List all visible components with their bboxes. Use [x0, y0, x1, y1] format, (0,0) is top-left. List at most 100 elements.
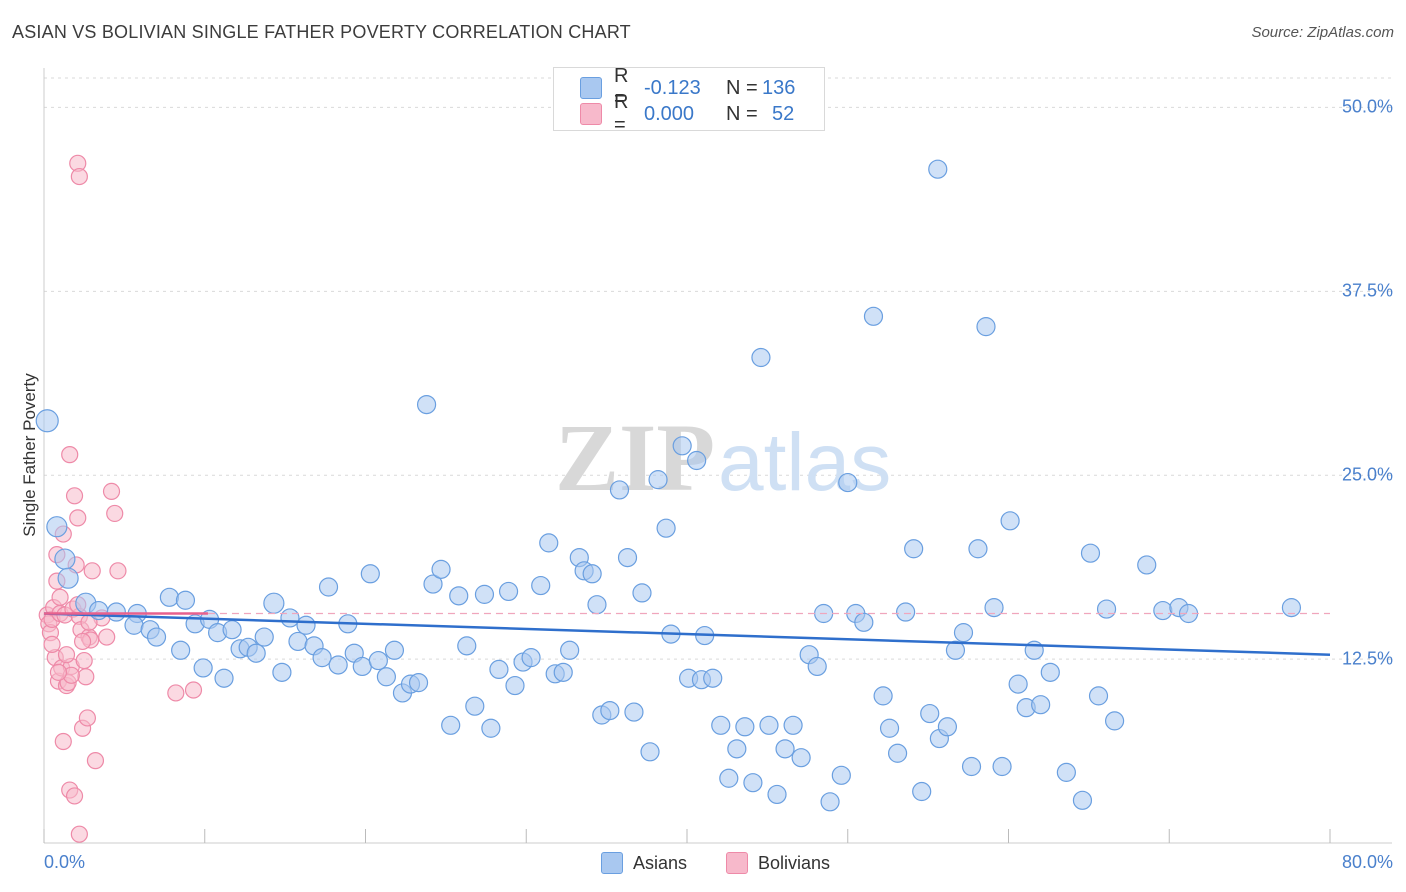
asian-point	[904, 539, 924, 559]
asian-point	[863, 306, 884, 326]
asian-point	[751, 347, 771, 368]
asians-points	[35, 159, 1302, 812]
bolivian-point	[167, 684, 185, 702]
asian-point	[887, 743, 908, 763]
asian-point	[783, 715, 803, 735]
correlation-legend: R = -0.123 N = 136 R = 0.000 N = 52	[553, 65, 825, 136]
asian-point	[296, 615, 316, 635]
bolivian-point	[69, 509, 87, 527]
bottom-legend-swatch-bolivians	[726, 852, 748, 874]
asian-point	[106, 602, 126, 622]
asian-point	[1056, 762, 1076, 782]
bolivian-point	[77, 668, 95, 686]
asian-point	[831, 765, 851, 785]
asian-point	[1104, 711, 1125, 731]
asian-point	[57, 567, 79, 589]
asian-point	[312, 648, 332, 668]
asian-point	[791, 748, 811, 768]
asian-point	[384, 640, 405, 660]
asian-point	[431, 559, 451, 579]
asian-point	[193, 658, 213, 678]
legend-r-label: R =	[614, 65, 629, 110]
legend-r-label: R =	[614, 91, 629, 136]
asian-point	[920, 703, 940, 724]
bolivian-point	[86, 752, 105, 770]
asian-point	[609, 480, 630, 500]
bolivian-point	[65, 787, 84, 805]
bolivian-point	[83, 562, 101, 580]
bolivian-point	[49, 663, 68, 681]
asian-point	[1281, 598, 1302, 618]
bottom-legend-asians[interactable]: Asians	[601, 852, 687, 874]
asian-point	[54, 548, 76, 570]
x-tick-max: 80.0%	[1341, 852, 1393, 872]
axis-layer	[43, 68, 1392, 844]
asian-point	[687, 450, 707, 471]
asian-point	[531, 575, 551, 596]
asian-point	[775, 739, 795, 759]
asian-point	[624, 702, 644, 722]
asian-point	[288, 631, 308, 652]
bolivian-point	[73, 632, 92, 651]
asian-point	[703, 668, 723, 688]
bolivian-point	[65, 487, 84, 505]
asian-point	[263, 592, 285, 614]
bolivian-point	[61, 446, 79, 464]
legend-n-label: N =	[726, 76, 758, 99]
asian-point	[124, 615, 144, 635]
asian-point	[280, 608, 300, 628]
asian-point	[489, 659, 509, 680]
asian-point	[672, 436, 692, 456]
bolivian-point	[54, 732, 72, 751]
asian-point	[352, 656, 372, 677]
asian-point	[648, 470, 668, 490]
asian-point	[632, 583, 652, 603]
asian-point	[1008, 674, 1028, 694]
asian-point	[879, 718, 900, 738]
bolivian-point	[184, 681, 203, 699]
asian-point	[912, 781, 932, 802]
asian-point	[171, 640, 191, 660]
asian-point	[254, 627, 274, 647]
asian-point	[449, 586, 469, 606]
chart-source: Source: ZipAtlas.com	[1251, 24, 1394, 41]
asian-point	[521, 648, 541, 668]
bottom-legend-swatch-asians	[601, 852, 623, 874]
asian-point	[953, 623, 974, 643]
asian-point	[984, 598, 1004, 618]
asian-point	[328, 655, 348, 675]
asian-point	[246, 643, 266, 663]
asian-point	[376, 667, 396, 687]
asian-point	[820, 792, 840, 812]
asian-point	[360, 564, 380, 584]
legend-n-value: 52	[772, 102, 795, 125]
bolivian-point	[43, 635, 61, 653]
y-tick-label: 12.5%	[1341, 648, 1393, 669]
bolivian-point	[70, 167, 88, 186]
asian-point	[505, 675, 525, 696]
asian-point	[481, 718, 501, 738]
asian-point	[1072, 790, 1093, 810]
asian-point	[873, 686, 893, 706]
bolivian-point	[106, 504, 124, 523]
bolivian-point	[75, 651, 93, 670]
asian-point	[976, 317, 996, 337]
asian-point	[423, 574, 443, 594]
bottom-legend-bolivians[interactable]: Bolivians	[726, 852, 830, 874]
asian-point	[146, 627, 167, 647]
bottom-legend-label-bolivians: Bolivians	[758, 852, 831, 873]
asian-point	[735, 717, 755, 737]
asian-point	[640, 742, 660, 762]
asian-point	[474, 584, 495, 604]
asian-point	[992, 756, 1012, 777]
asian-point	[838, 472, 858, 493]
asian-point	[441, 715, 461, 735]
asian-point	[560, 640, 580, 660]
asian-point	[767, 784, 787, 805]
y-tick-label: 50.0%	[1341, 96, 1393, 117]
legend-n-value: 136	[762, 76, 796, 99]
y-tick-label: 25.0%	[1341, 464, 1393, 485]
bolivian-point	[57, 646, 76, 664]
watermark-atlas: atlas	[718, 417, 891, 508]
